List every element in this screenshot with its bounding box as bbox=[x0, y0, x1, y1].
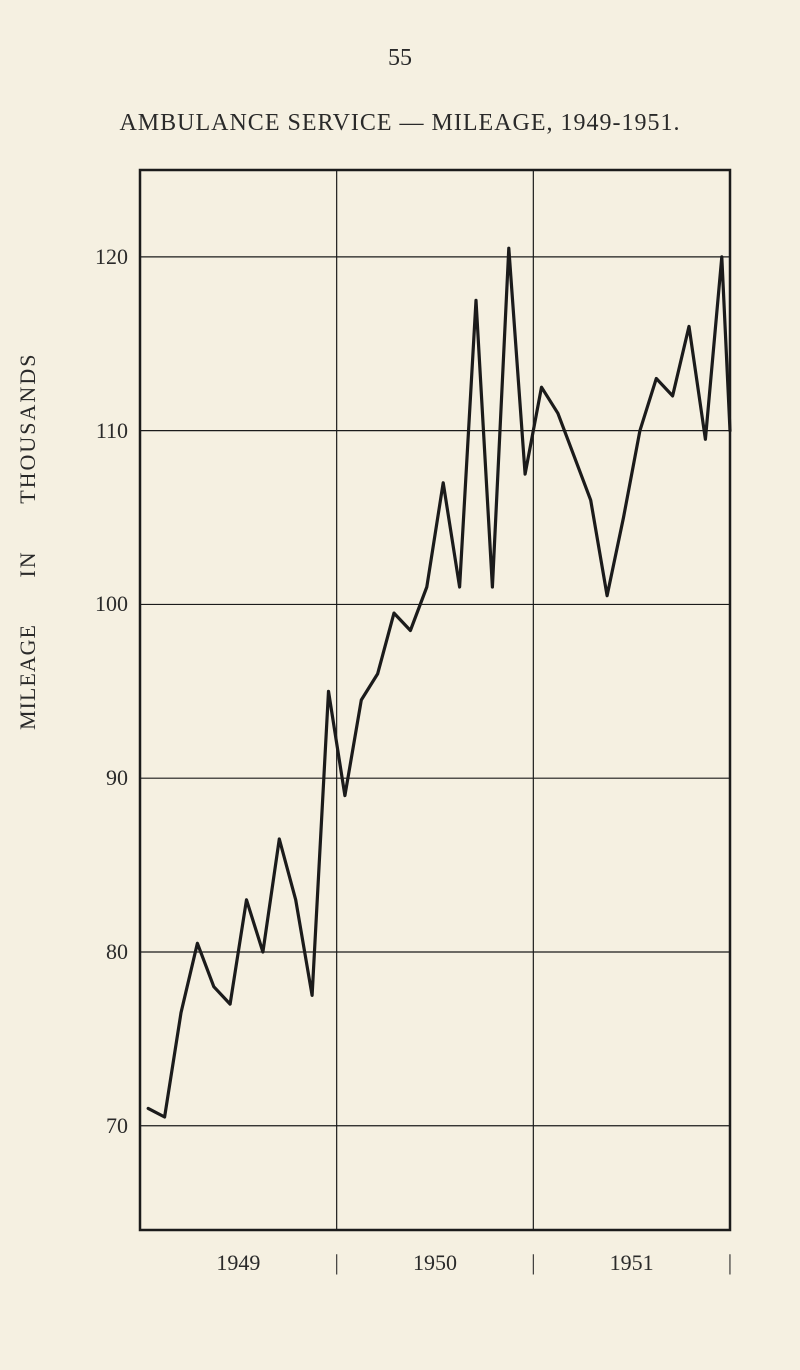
x-axis-label: 1951 bbox=[610, 1250, 654, 1276]
x-axis-divider: | bbox=[728, 1250, 732, 1276]
x-axis-divider: | bbox=[531, 1250, 535, 1276]
x-axis-labels: 1949 1950 1951 | | | bbox=[0, 1250, 800, 1280]
x-axis-label: 1949 bbox=[216, 1250, 260, 1276]
x-axis-divider: | bbox=[334, 1250, 338, 1276]
x-axis-label: 1950 bbox=[413, 1250, 457, 1276]
line-chart bbox=[0, 0, 800, 1370]
page: 55 AMBULANCE SERVICE — MILEAGE, 1949-195… bbox=[0, 0, 800, 1370]
